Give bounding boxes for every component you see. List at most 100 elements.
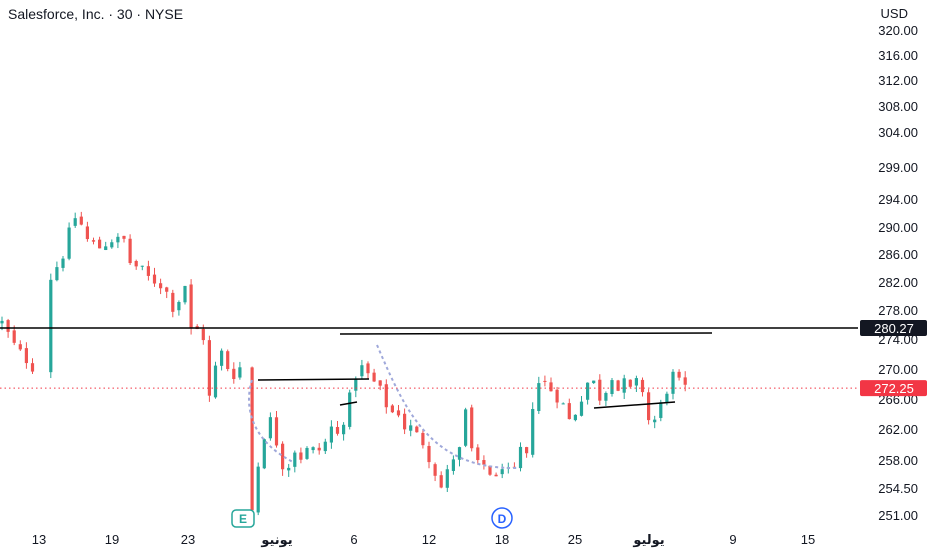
y-tick-label: 254.50 — [878, 481, 918, 496]
candle-body — [146, 266, 150, 276]
candle-body — [470, 407, 474, 449]
y-tick-label: 316.00 — [878, 48, 918, 63]
candle-body — [122, 235, 126, 239]
x-tick-label: 12 — [422, 532, 436, 547]
candle-body — [159, 283, 163, 289]
candle-body — [500, 469, 504, 475]
candle-body — [573, 414, 577, 421]
last-price-label: 272.25 — [874, 381, 914, 396]
candle-body — [616, 380, 620, 391]
candle-body — [311, 447, 315, 451]
candle-body — [305, 447, 309, 459]
cup-rim-line — [339, 332, 713, 335]
candle-body — [525, 447, 529, 454]
x-tick-label: 18 — [495, 532, 509, 547]
candle-body — [348, 392, 352, 427]
candle-body — [366, 363, 370, 374]
candle-body — [561, 403, 565, 405]
candle-body — [207, 340, 211, 396]
y-tick-label: 262.00 — [878, 422, 918, 437]
y-tick-label: 286.00 — [878, 247, 918, 262]
candle-body — [134, 260, 138, 267]
candle-body — [189, 284, 193, 328]
candle-body — [372, 372, 376, 382]
handle-bottom-line — [339, 401, 358, 406]
candle-body — [488, 465, 492, 475]
y-tick-label: 282.00 — [878, 275, 918, 290]
candle-body — [518, 446, 523, 469]
candle-body — [226, 351, 230, 370]
candle-body — [567, 403, 571, 420]
candle-body — [445, 469, 449, 488]
candle-body — [610, 380, 614, 395]
candle-body — [622, 378, 626, 393]
candle-body — [171, 292, 175, 312]
handle-top-line — [257, 378, 370, 381]
candle-body — [6, 320, 10, 332]
candle-body — [537, 383, 541, 411]
candle-body — [586, 382, 590, 400]
candle-body — [342, 424, 346, 435]
candle-body — [335, 426, 340, 434]
candle-body — [24, 348, 28, 364]
candle-body — [579, 401, 584, 416]
candle-body — [98, 239, 102, 249]
currency-label: USD — [880, 6, 908, 21]
candle-body — [140, 265, 144, 267]
y-tick-label: 308.00 — [878, 99, 918, 114]
candle-body — [128, 238, 132, 264]
candle-body — [61, 258, 65, 268]
candle-body — [323, 441, 327, 452]
candle-body — [671, 371, 675, 394]
x-tick-label: 25 — [568, 532, 582, 547]
candle-body — [378, 380, 382, 386]
candle-body — [0, 320, 4, 324]
main-cup-curve — [376, 344, 519, 470]
y-tick-label: 258.00 — [878, 453, 918, 468]
candle-body — [274, 417, 279, 446]
candle-body — [281, 443, 285, 470]
candle-body — [396, 410, 401, 416]
candle-body — [403, 413, 407, 430]
candle-body — [677, 371, 681, 378]
candle-body — [293, 452, 297, 467]
last-price-label-bg — [860, 380, 927, 397]
candle-body — [262, 439, 266, 469]
candle-body — [18, 344, 22, 350]
candle-body — [531, 408, 535, 455]
earnings-marker-label: E — [239, 512, 247, 526]
y-tick-label: 290.00 — [878, 220, 918, 235]
candle-body — [360, 365, 364, 377]
candle-body — [482, 460, 486, 465]
left-cup-curve — [248, 379, 294, 463]
candle-body — [152, 274, 157, 284]
candle-body — [457, 447, 462, 460]
candle-body — [598, 379, 602, 401]
candle-body — [592, 380, 596, 384]
y-tick-label: 320.00 — [878, 23, 918, 38]
candle-body — [201, 328, 205, 341]
candle-body — [433, 464, 437, 476]
x-tick-label: يوليو — [632, 532, 664, 547]
candle-body — [104, 246, 108, 251]
candle-body — [354, 378, 358, 391]
candle-body — [177, 301, 181, 311]
candle-body — [213, 365, 218, 398]
x-tick-label: 6 — [350, 532, 357, 547]
candle-body — [555, 389, 559, 403]
candle-body — [451, 459, 455, 471]
x-tick-label: 13 — [32, 532, 46, 547]
candle-body — [640, 379, 645, 393]
candle-body — [683, 377, 687, 385]
candle-body — [12, 330, 16, 343]
dividend-marker-label: D — [498, 512, 507, 526]
candle-body — [634, 378, 638, 386]
candle-body — [268, 417, 272, 439]
x-tick-label: 19 — [105, 532, 119, 547]
earnings-marker — [231, 509, 255, 528]
candle-body — [415, 426, 419, 433]
candle-body — [604, 392, 608, 401]
x-tick-label: 23 — [181, 532, 195, 547]
